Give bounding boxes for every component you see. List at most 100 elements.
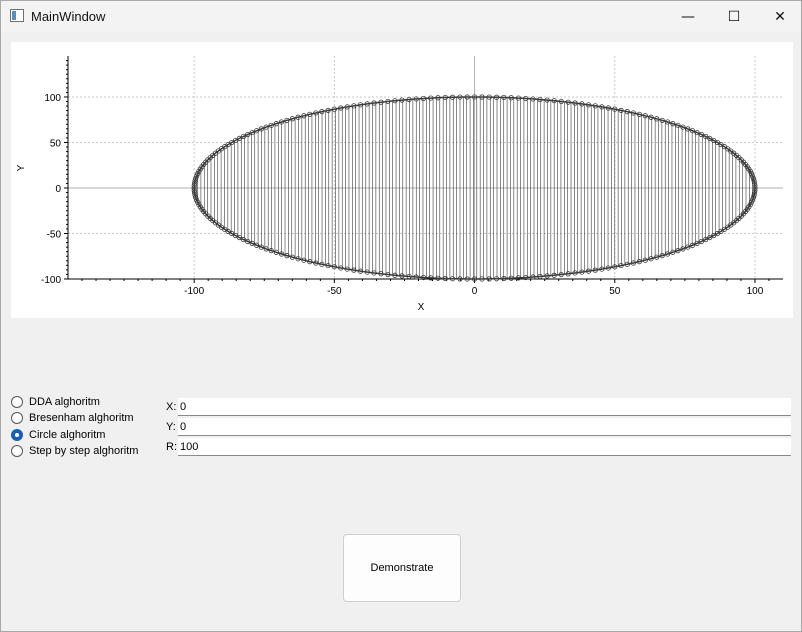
radio-dda[interactable]: DDA alghoritm <box>11 394 161 410</box>
y-axis-label: Y <box>16 164 27 171</box>
circle-point <box>599 104 605 110</box>
circle-point <box>530 274 536 280</box>
close-button[interactable]: ✕ <box>757 1 802 32</box>
circle-point <box>301 113 307 119</box>
circle-point <box>371 100 377 106</box>
x-tick-label: 0 <box>472 286 478 297</box>
circle-point <box>749 197 756 203</box>
circle-point <box>501 94 507 101</box>
circle-point <box>612 264 618 270</box>
circle-point <box>413 96 419 102</box>
circle-point <box>357 268 364 274</box>
circle-point <box>192 178 198 184</box>
y-tick-label: -100 <box>41 275 61 286</box>
radio-step-by-step[interactable]: Step by step alghoritm <box>11 443 161 459</box>
circle-point <box>258 244 264 250</box>
circle-point <box>612 106 618 112</box>
circle-point <box>508 95 514 101</box>
radio-circle-indicator[interactable] <box>11 429 23 441</box>
circle-point <box>457 94 463 100</box>
circle-point <box>698 238 705 245</box>
circle-point <box>378 99 384 105</box>
circle-point <box>399 273 405 279</box>
circle-point <box>675 122 681 128</box>
circle-point <box>636 259 642 265</box>
radio-circle[interactable]: Circle alghoritm <box>11 427 161 443</box>
circle-point <box>675 248 681 254</box>
circle-point <box>236 234 243 241</box>
circle-point <box>331 106 337 112</box>
circle-point <box>406 273 412 280</box>
circle-point <box>193 194 199 201</box>
circle-point <box>254 128 260 134</box>
circle-point <box>392 98 398 104</box>
minimize-button[interactable]: — <box>665 1 711 32</box>
circle-point <box>471 276 478 282</box>
circle-point <box>624 109 630 115</box>
circle-point <box>471 94 478 100</box>
circle-point <box>278 251 285 257</box>
circle-point <box>191 187 197 193</box>
circle-point <box>295 256 301 262</box>
radio-step-by-step-label: Step by step alghoritm <box>29 445 139 457</box>
window-title: MainWindow <box>31 9 106 24</box>
radio-bresenham-indicator[interactable] <box>11 412 23 424</box>
circle-point <box>284 117 290 123</box>
y-input[interactable] <box>178 418 791 436</box>
circle-point <box>515 275 522 281</box>
circle-point <box>319 109 325 115</box>
x-axis-label: X <box>418 302 425 313</box>
plot-panel[interactable]: -100 -50 0 50 100 100 50 0 -50 -100 X Y <box>11 42 793 318</box>
circle-point <box>648 114 654 120</box>
circle-point <box>501 275 507 282</box>
circle-point <box>307 111 313 117</box>
circle-point <box>508 275 514 281</box>
radio-dda-indicator[interactable] <box>11 396 23 408</box>
circle-point <box>711 137 717 144</box>
circle-point <box>565 271 571 277</box>
minimize-icon: — <box>681 8 695 25</box>
circle-point <box>685 126 691 132</box>
circle-point <box>435 275 441 281</box>
maximize-button[interactable]: ☐ <box>711 1 757 32</box>
circle-point <box>751 190 758 196</box>
circle-point <box>751 192 757 198</box>
circle-point <box>751 178 757 184</box>
circle-point <box>523 274 529 281</box>
y-tick-label: 50 <box>50 138 62 149</box>
demonstrate-button[interactable]: Demonstrate <box>343 534 461 602</box>
circle-point <box>232 232 239 239</box>
y-field-row: Y: <box>166 418 792 436</box>
radio-bresenham[interactable]: Bresenham alghoritm <box>11 410 161 426</box>
circle-point <box>364 269 370 275</box>
circle-point <box>654 116 660 122</box>
circle-point <box>240 236 247 243</box>
circle-point <box>537 273 543 280</box>
circle-point <box>428 275 434 281</box>
radio-step-by-step-indicator[interactable] <box>11 445 23 457</box>
circle-point <box>592 103 598 109</box>
circle-point <box>750 175 757 182</box>
circle-point <box>605 265 611 271</box>
circle-point <box>592 267 598 273</box>
circle-point <box>749 173 756 179</box>
r-input[interactable] <box>178 438 791 456</box>
plot-canvas[interactable]: -100 -50 0 50 100 100 50 0 -50 -100 X Y <box>11 42 793 318</box>
circle-point <box>338 265 344 271</box>
circle-point <box>659 253 665 259</box>
circle-point <box>406 96 412 103</box>
circle-point <box>698 131 705 138</box>
maximize-icon: ☐ <box>727 8 741 25</box>
x-tick-label: 50 <box>609 286 621 297</box>
circle-point <box>493 94 500 100</box>
circle-point <box>572 270 578 276</box>
circle-point <box>551 272 557 278</box>
circle-point <box>558 271 564 278</box>
circle-point <box>192 192 198 198</box>
circle-point <box>301 257 307 263</box>
r-field-label: R: <box>166 441 177 453</box>
circle-point <box>392 272 398 278</box>
circle-point <box>707 234 713 241</box>
x-input[interactable] <box>178 398 791 416</box>
circle-point <box>659 117 665 123</box>
